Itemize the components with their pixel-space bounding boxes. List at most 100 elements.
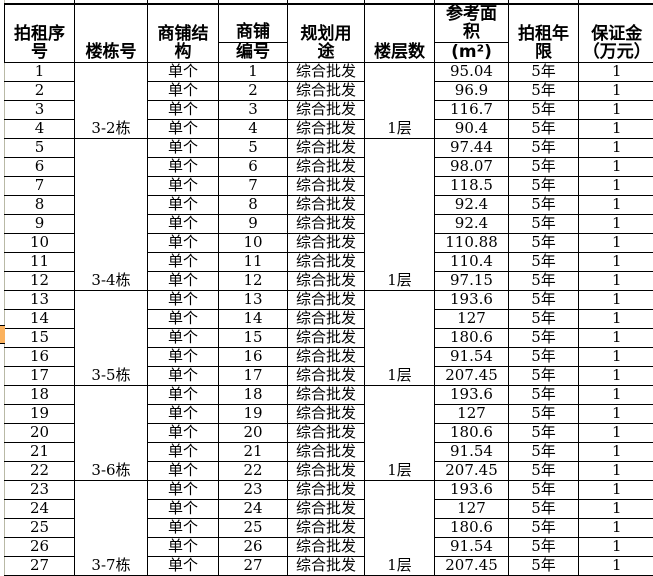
cell-structure[interactable]: 单个 [148,462,219,481]
cell-deposit[interactable]: 1 [579,63,653,82]
cell-deposit[interactable]: 1 [579,481,653,500]
cell-use[interactable]: 综合批发 [288,348,365,367]
cell-years[interactable]: 5年 [509,500,579,519]
cell-structure[interactable]: 单个 [148,424,219,443]
cell-structure[interactable]: 单个 [148,177,219,196]
cell-use[interactable]: 综合批发 [288,253,365,272]
cell-seq[interactable]: 6 [5,158,75,177]
cell-floors[interactable]: 1层 [365,139,435,291]
cell-structure[interactable]: 单个 [148,82,219,101]
cell-area[interactable]: 110.88 [435,234,509,253]
cell-years[interactable]: 5年 [509,158,579,177]
header-use[interactable]: 规划用 途 [288,4,365,63]
cell-use[interactable]: 综合批发 [288,367,365,386]
cell-deposit[interactable]: 1 [579,234,653,253]
cell-use[interactable]: 综合批发 [288,215,365,234]
cell-structure[interactable]: 单个 [148,196,219,215]
cell-years[interactable]: 5年 [509,82,579,101]
cell-shop-no[interactable]: 21 [219,443,288,462]
cell-use[interactable]: 综合批发 [288,329,365,348]
cell-shop-no[interactable]: 12 [219,272,288,291]
cell-years[interactable]: 5年 [509,253,579,272]
cell-structure[interactable]: 单个 [148,500,219,519]
cell-years[interactable]: 5年 [509,139,579,158]
cell-area[interactable]: 207.45 [435,367,509,386]
cell-seq[interactable]: 22 [5,462,75,481]
cell-shop-no[interactable]: 26 [219,538,288,557]
cell-deposit[interactable]: 1 [579,348,653,367]
cell-building[interactable]: 3-6栋 [75,386,148,481]
cell-area[interactable]: 207.45 [435,462,509,481]
cell-shop-no[interactable]: 1 [219,63,288,82]
cell-deposit[interactable]: 1 [579,82,653,101]
cell-shop-no[interactable]: 25 [219,519,288,538]
cell-area[interactable]: 90.4 [435,120,509,139]
cell-building[interactable]: 3-7栋 [75,481,148,576]
cell-structure[interactable]: 单个 [148,557,219,576]
cell-years[interactable]: 5年 [509,291,579,310]
cell-deposit[interactable]: 1 [579,272,653,291]
cell-deposit[interactable]: 1 [579,253,653,272]
cell-deposit[interactable]: 1 [579,196,653,215]
cell-floors[interactable]: 1层 [365,291,435,386]
cell-seq[interactable]: 19 [5,405,75,424]
cell-shop-no[interactable]: 22 [219,462,288,481]
cell-shop-no[interactable]: 4 [219,120,288,139]
cell-use[interactable]: 综合批发 [288,120,365,139]
cell-use[interactable]: 综合批发 [288,462,365,481]
cell-seq[interactable]: 24 [5,500,75,519]
cell-seq[interactable]: 1 [5,63,75,82]
cell-years[interactable]: 5年 [509,424,579,443]
cell-seq[interactable]: 2 [5,82,75,101]
cell-shop-no[interactable]: 23 [219,481,288,500]
cell-shop-no[interactable]: 19 [219,405,288,424]
cell-shop-no[interactable]: 13 [219,291,288,310]
cell-shop-no[interactable]: 10 [219,234,288,253]
cell-use[interactable]: 综合批发 [288,500,365,519]
cell-area[interactable]: 193.6 [435,386,509,405]
cell-area[interactable]: 116.7 [435,101,509,120]
cell-shop-no[interactable]: 24 [219,500,288,519]
cell-use[interactable]: 综合批发 [288,557,365,576]
cell-deposit[interactable]: 1 [579,158,653,177]
header-deposit[interactable]: 保证金 （万元） [579,4,653,63]
cell-years[interactable]: 5年 [509,196,579,215]
cell-shop-no[interactable]: 5 [219,139,288,158]
cell-structure[interactable]: 单个 [148,367,219,386]
cell-years[interactable]: 5年 [509,120,579,139]
cell-years[interactable]: 5年 [509,63,579,82]
cell-use[interactable]: 综合批发 [288,177,365,196]
cell-seq[interactable]: 5 [5,139,75,158]
cell-structure[interactable]: 单个 [148,101,219,120]
cell-use[interactable]: 综合批发 [288,443,365,462]
header-shop-bottom[interactable]: 编号 [219,43,288,63]
cell-deposit[interactable]: 1 [579,329,653,348]
cell-seq[interactable]: 27 [5,557,75,576]
cell-structure[interactable]: 单个 [148,519,219,538]
cell-deposit[interactable]: 1 [579,101,653,120]
cell-structure[interactable]: 单个 [148,272,219,291]
cell-shop-no[interactable]: 18 [219,386,288,405]
header-shop-top[interactable]: 商铺 [219,4,288,43]
cell-use[interactable]: 综合批发 [288,405,365,424]
cell-area[interactable]: 127 [435,405,509,424]
cell-years[interactable]: 5年 [509,177,579,196]
cell-structure[interactable]: 单个 [148,291,219,310]
cell-years[interactable]: 5年 [509,272,579,291]
cell-use[interactable]: 综合批发 [288,519,365,538]
cell-area[interactable]: 127 [435,310,509,329]
cell-shop-no[interactable]: 27 [219,557,288,576]
cell-seq[interactable]: 13 [5,291,75,310]
cell-area[interactable]: 180.6 [435,329,509,348]
cell-seq[interactable]: 17 [5,367,75,386]
cell-deposit[interactable]: 1 [579,177,653,196]
cell-seq[interactable]: 18 [5,386,75,405]
cell-years[interactable]: 5年 [509,329,579,348]
cell-use[interactable]: 综合批发 [288,424,365,443]
header-building[interactable]: 楼栋号 [75,4,148,63]
cell-seq[interactable]: 9 [5,215,75,234]
cell-structure[interactable]: 单个 [148,538,219,557]
cell-structure[interactable]: 单个 [148,253,219,272]
cell-years[interactable]: 5年 [509,538,579,557]
cell-area[interactable]: 180.6 [435,424,509,443]
